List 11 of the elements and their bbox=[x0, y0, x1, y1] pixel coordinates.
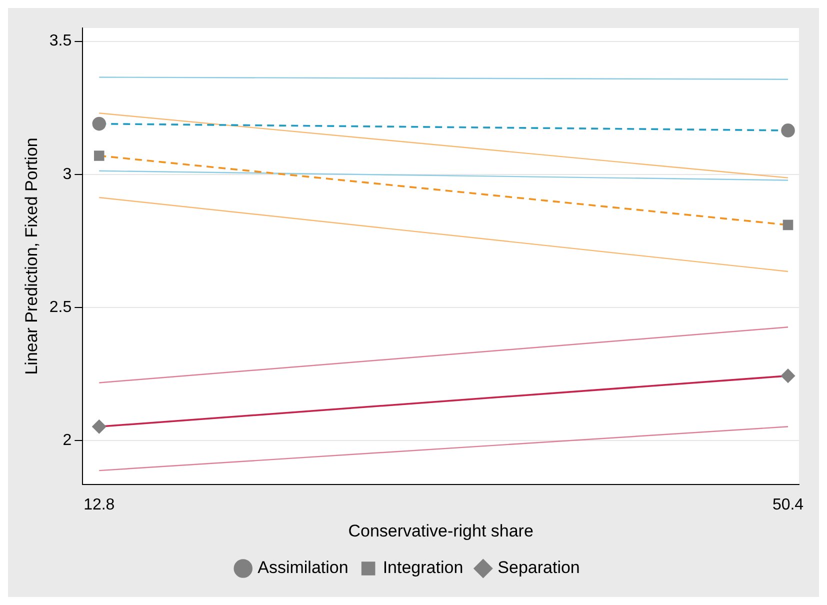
legend-label: Integration bbox=[382, 558, 464, 578]
legend-label: Separation bbox=[498, 558, 580, 578]
y-tick-label: 2.5 bbox=[49, 298, 72, 316]
x-tick-label: 50.4 bbox=[772, 496, 804, 514]
y-tick-label: 2 bbox=[62, 432, 72, 449]
y-axis-title: Linear Prediction, Fixed Portion bbox=[22, 138, 41, 375]
legend-label: Assimilation bbox=[258, 558, 348, 578]
x-axis-title: Conservative-right share bbox=[348, 521, 534, 540]
y-tick-label: 3.5 bbox=[49, 32, 72, 50]
x-tick-label: 12.8 bbox=[84, 496, 115, 514]
y-tick-label: 3 bbox=[62, 166, 72, 183]
